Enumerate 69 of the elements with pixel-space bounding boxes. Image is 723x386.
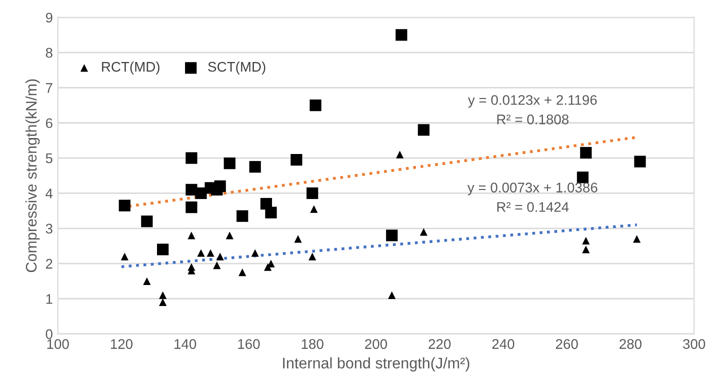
point xyxy=(197,249,205,257)
x-tick-label: 280 xyxy=(620,339,642,349)
point xyxy=(633,235,641,243)
point xyxy=(236,210,248,222)
point xyxy=(159,291,167,300)
y-tick-label: 7 xyxy=(46,83,52,93)
point xyxy=(310,205,318,213)
x-tick-label: 120 xyxy=(110,339,133,349)
annotation: R² = 0.1424 xyxy=(497,202,569,212)
point xyxy=(238,268,246,276)
legend-label: SCT(MD) xyxy=(208,62,266,74)
point xyxy=(224,158,236,170)
point xyxy=(214,180,226,192)
x-axis-title: Internal bond strength(J/m²) xyxy=(283,357,470,372)
point xyxy=(216,252,224,260)
y-tick-label: 5 xyxy=(46,154,52,164)
point xyxy=(143,277,151,285)
point xyxy=(310,99,322,112)
y-tick-label: 6 xyxy=(46,118,52,128)
x-tick-label: 240 xyxy=(492,339,514,349)
y-tick-label: 8 xyxy=(46,48,52,58)
y-tick-label: 2 xyxy=(46,258,52,269)
point xyxy=(308,252,316,260)
point xyxy=(226,232,234,240)
point xyxy=(582,236,590,244)
legend-label: RCT(MD) xyxy=(102,62,160,74)
y-tick-label: 1 xyxy=(46,294,52,304)
point xyxy=(634,156,646,168)
point xyxy=(120,252,128,260)
point xyxy=(396,150,404,158)
point xyxy=(213,262,221,270)
y-tick-label: 0 xyxy=(46,329,52,340)
point xyxy=(388,291,396,300)
point xyxy=(580,146,592,159)
x-tick-label: 160 xyxy=(238,339,260,349)
point xyxy=(206,249,214,257)
point xyxy=(386,230,398,242)
point xyxy=(418,124,430,136)
x-tick-label: 100 xyxy=(47,339,69,349)
x-tick-label: 300 xyxy=(683,339,706,349)
point xyxy=(157,244,169,256)
point xyxy=(249,161,261,173)
annotation: y = 0.0123x + 2.1196 xyxy=(468,95,597,108)
x-tick-label: 260 xyxy=(556,339,578,349)
point xyxy=(420,228,428,236)
point xyxy=(186,201,198,214)
point xyxy=(118,200,130,212)
point xyxy=(306,187,318,200)
y-tick-label: 4 xyxy=(46,188,53,198)
point xyxy=(576,172,589,184)
point xyxy=(294,235,302,243)
annotation: R² = 0.1808 xyxy=(497,114,569,124)
point xyxy=(141,216,153,228)
y-tick-label: 9 xyxy=(46,12,52,23)
point xyxy=(159,298,167,306)
point xyxy=(251,249,259,257)
x-tick-label: 220 xyxy=(428,339,451,349)
annotation: y = 0.0073x + 1.0386 xyxy=(467,182,598,196)
point xyxy=(186,152,198,164)
point xyxy=(582,246,590,254)
point xyxy=(290,154,302,166)
point xyxy=(188,232,196,240)
y-axis-title: Compressive strength(kN/m) xyxy=(25,79,40,272)
x-tick-label: 140 xyxy=(174,339,196,349)
x-tick-label: 180 xyxy=(302,339,324,349)
y-tick-label: 3 xyxy=(46,224,52,234)
point xyxy=(265,206,277,218)
x-tick-label: 200 xyxy=(365,339,388,349)
point xyxy=(396,29,408,41)
